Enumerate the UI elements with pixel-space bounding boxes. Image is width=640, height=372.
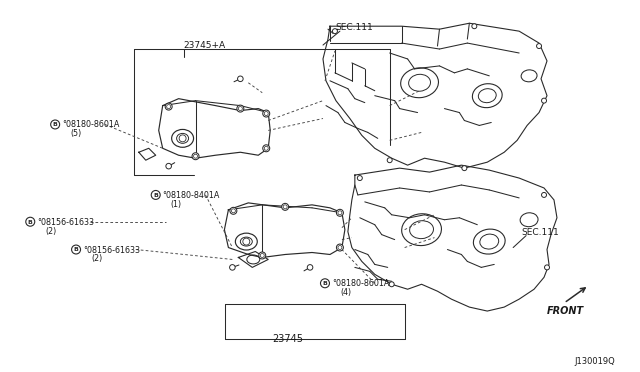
Circle shape [337,244,344,251]
Circle shape [332,29,337,33]
Circle shape [387,158,392,163]
Text: °08180-8601A: °08180-8601A [332,279,389,288]
Text: 23745: 23745 [273,334,303,344]
Circle shape [260,253,264,257]
Circle shape [192,153,199,160]
Circle shape [536,44,541,48]
Circle shape [51,120,60,129]
Circle shape [193,154,198,158]
Text: °08180-8601A: °08180-8601A [62,121,120,129]
Circle shape [151,190,160,199]
Circle shape [230,207,237,214]
Text: (4): (4) [340,288,351,297]
Circle shape [337,209,344,216]
Text: °08180-8401A: °08180-8401A [163,191,220,200]
Text: B: B [28,219,33,225]
Circle shape [230,264,235,270]
Circle shape [338,246,342,250]
Circle shape [282,203,289,210]
Text: J130019Q: J130019Q [574,357,614,366]
Text: B: B [323,281,328,286]
Circle shape [237,76,243,81]
Circle shape [263,110,269,117]
Circle shape [541,192,547,198]
Circle shape [237,105,244,112]
Circle shape [26,217,35,226]
Text: (2): (2) [91,254,102,263]
Text: SEC.111: SEC.111 [521,228,559,237]
Circle shape [72,245,81,254]
Circle shape [462,166,467,171]
Circle shape [472,24,477,29]
Circle shape [389,282,394,287]
Circle shape [283,205,287,209]
Text: (2): (2) [45,227,56,236]
Circle shape [545,265,550,270]
Circle shape [307,264,313,270]
Circle shape [165,103,172,110]
Text: °08156-61633: °08156-61633 [83,246,140,254]
Circle shape [264,112,268,116]
Circle shape [338,211,342,215]
Text: B: B [74,247,79,252]
Text: °08156-61633: °08156-61633 [37,218,94,227]
Circle shape [232,209,236,213]
Circle shape [263,145,269,152]
Circle shape [541,98,547,103]
Circle shape [166,105,171,109]
Text: 23745+A: 23745+A [184,41,226,50]
Circle shape [166,163,172,169]
Circle shape [238,107,243,110]
Text: B: B [153,193,158,198]
Text: SEC.111: SEC.111 [335,23,372,32]
Text: B: B [52,122,58,127]
Text: (1): (1) [171,200,182,209]
Circle shape [179,135,186,142]
Circle shape [264,146,268,150]
Circle shape [321,279,330,288]
Circle shape [357,176,362,180]
Circle shape [243,238,250,245]
Text: FRONT: FRONT [547,306,584,316]
Text: (5): (5) [70,129,81,138]
Circle shape [259,252,266,259]
